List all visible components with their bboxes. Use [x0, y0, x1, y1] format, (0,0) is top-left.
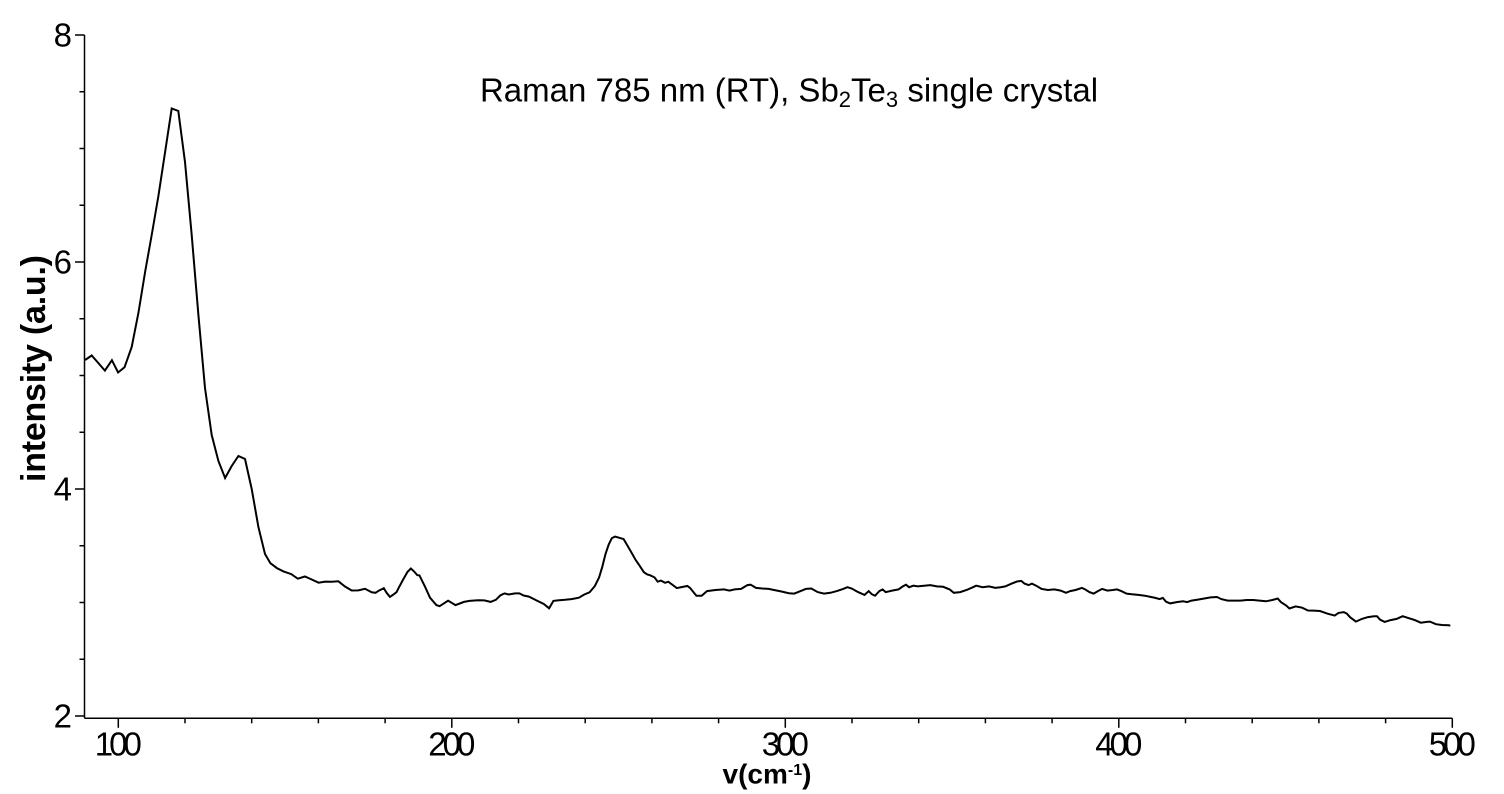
svg-text:300: 300 [762, 726, 809, 763]
svg-text:8: 8 [54, 17, 72, 54]
svg-text:4: 4 [54, 471, 72, 508]
svg-text:v(cm-1): v(cm-1) [723, 759, 812, 790]
svg-text:intensity (a.u.): intensity (a.u.) [15, 255, 53, 482]
svg-text:6: 6 [54, 244, 72, 281]
svg-text:400: 400 [1095, 726, 1142, 763]
svg-text:2: 2 [54, 698, 72, 735]
svg-text:200: 200 [428, 726, 475, 763]
svg-text:Raman 785 nm (RT), Sb2Te3 sing: Raman 785 nm (RT), Sb2Te3 single crystal [480, 72, 1098, 113]
svg-text:500: 500 [1429, 726, 1476, 763]
svg-text:100: 100 [95, 726, 142, 763]
